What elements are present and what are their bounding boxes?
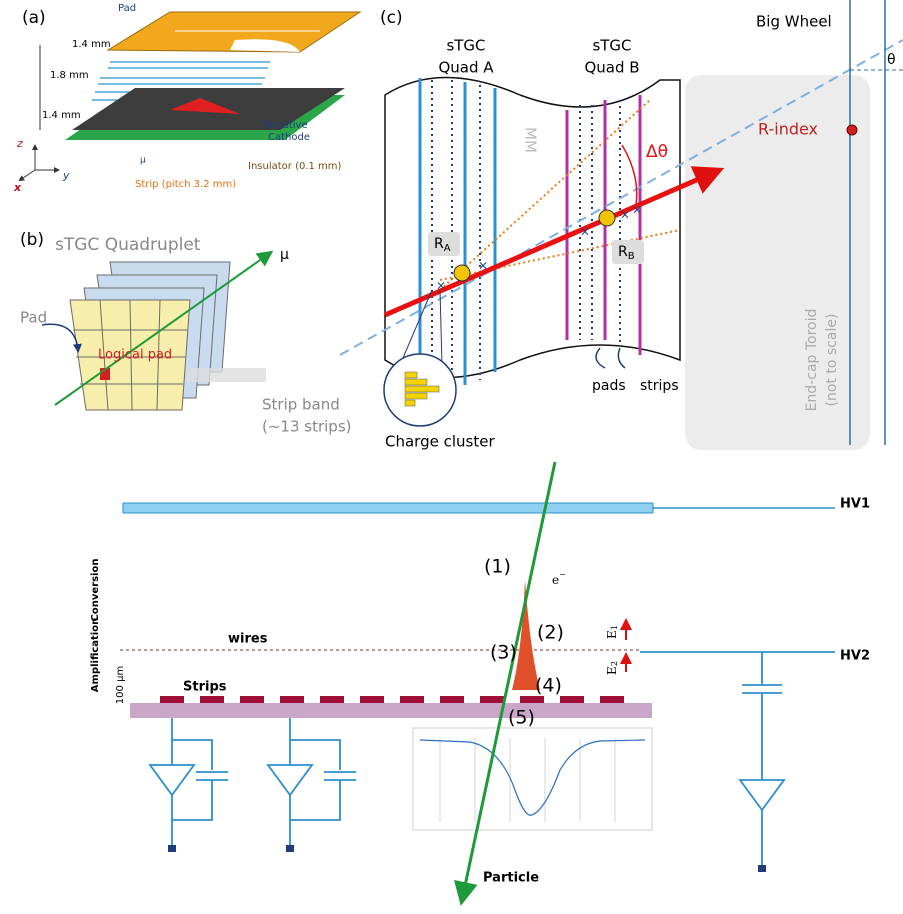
step-label: (4) xyxy=(535,675,562,697)
figure: (a) 1.4 mm 1.8 mm 1.4 mm Pad Resistive C… xyxy=(0,0,903,914)
panel-label: (a) xyxy=(22,8,46,28)
delta-theta-label: Δθ xyxy=(646,142,668,162)
strip-band-label: Strip band xyxy=(262,396,340,414)
particle-label: Particle xyxy=(483,871,539,886)
panel-label: (b) xyxy=(20,230,44,250)
pad-label: Pad xyxy=(20,309,47,327)
quad-label: sTGC xyxy=(446,37,485,55)
svg-text:×: × xyxy=(632,203,642,217)
step-label: (5) xyxy=(508,707,535,729)
cathode-label: Resistive xyxy=(263,120,308,131)
hv1-label: HV1 xyxy=(840,497,870,512)
rb-sub: B xyxy=(628,251,635,262)
r-index-point xyxy=(847,125,857,135)
quad-layers xyxy=(70,262,230,410)
hit-a xyxy=(454,265,470,281)
gap-label: 1.4 mm xyxy=(42,110,81,121)
step-label: (3) xyxy=(490,642,517,664)
axis-label: z xyxy=(16,137,23,150)
axes xyxy=(20,146,58,180)
electron-sup: − xyxy=(559,570,566,579)
big-wheel-label: Big Wheel xyxy=(756,13,832,31)
e1-label: E1 xyxy=(605,625,620,639)
gap-label: 100 μm xyxy=(115,666,126,704)
svg-text:×: × xyxy=(620,208,630,222)
strip-band xyxy=(186,368,266,382)
strip-count-label: (~13 strips) xyxy=(262,418,352,436)
pads-label: pads xyxy=(592,378,626,394)
quad-label: Quad A xyxy=(438,59,494,77)
gap-label: 1.4 mm xyxy=(72,39,111,50)
insulator-label: Insulator (0.1 mm) xyxy=(248,161,342,172)
page: (a) 1.4 mm 1.8 mm 1.4 mm Pad Resistive C… xyxy=(0,0,903,914)
pad-label: Pad xyxy=(118,3,136,14)
hit-b xyxy=(599,210,615,226)
cathode-label: Cathode xyxy=(268,132,310,143)
quad-label: sTGC xyxy=(592,37,631,55)
hv2-label: HV2 xyxy=(840,649,870,664)
gap-label: 1.8 mm xyxy=(50,70,89,81)
svg-text:×: × xyxy=(580,225,590,239)
ra-main: R xyxy=(434,236,444,252)
r-index-label: R-index xyxy=(758,120,818,139)
toroid-label: (not to scale) xyxy=(824,314,840,407)
panel-c: (c) ××××× RA RB sTGC Quad A sTGC Quad B … xyxy=(340,0,903,451)
step-label: (2) xyxy=(537,622,564,644)
svg-text:×: × xyxy=(436,279,446,293)
e1-main: E xyxy=(605,630,619,639)
strip-label: Strip (pitch 3.2 mm) xyxy=(135,179,236,190)
quad-label: Quad B xyxy=(584,59,639,77)
pointer-arrows xyxy=(596,348,625,368)
conversion-label: Conversion xyxy=(90,559,101,622)
axis-label: x xyxy=(13,181,22,194)
rb-main: R xyxy=(618,244,628,260)
ra-sub: A xyxy=(444,243,451,254)
logical-pad-label: Logical pad xyxy=(98,348,172,363)
muon-label: μ xyxy=(140,156,146,166)
electron-label: e− xyxy=(552,570,566,587)
panel-label: (c) xyxy=(380,8,403,28)
quad-outline xyxy=(385,78,680,378)
panel-a: (a) 1.4 mm 1.8 mm 1.4 mm Pad Resistive C… xyxy=(13,3,360,194)
muon-label: μ xyxy=(280,247,289,263)
theta-label: θ xyxy=(887,52,896,68)
hv1-plane xyxy=(123,503,653,513)
detector: HV1 Conversion Amplification 100 μm wire… xyxy=(90,462,870,900)
quadruplet-title: sTGC Quadruplet xyxy=(55,235,201,255)
strips-label: Strips xyxy=(183,680,227,695)
panel-b: (b) sTGC Quadruplet μ Pad Logical pad St… xyxy=(20,230,352,436)
axis-label: y xyxy=(62,169,70,182)
pad-pointer xyxy=(42,324,78,350)
amplification-label: Amplification xyxy=(90,618,101,692)
step-label: (1) xyxy=(484,556,511,578)
svg-text:×: × xyxy=(478,259,488,273)
toroid-label: End-cap Toroid xyxy=(804,309,820,412)
e2-sub: 2 xyxy=(610,661,619,666)
strip-board xyxy=(130,703,652,718)
strips xyxy=(160,696,624,703)
mm-label: MM xyxy=(522,127,540,153)
e2-label: E2 xyxy=(605,661,620,675)
grounds xyxy=(168,845,766,872)
charge-cluster-label: Charge cluster xyxy=(385,433,495,451)
e1-sub: 1 xyxy=(610,625,619,630)
wires-label: wires xyxy=(228,632,268,647)
strips-label: strips xyxy=(640,378,679,394)
e2-main: E xyxy=(605,666,619,675)
electron-main: e xyxy=(552,573,559,587)
